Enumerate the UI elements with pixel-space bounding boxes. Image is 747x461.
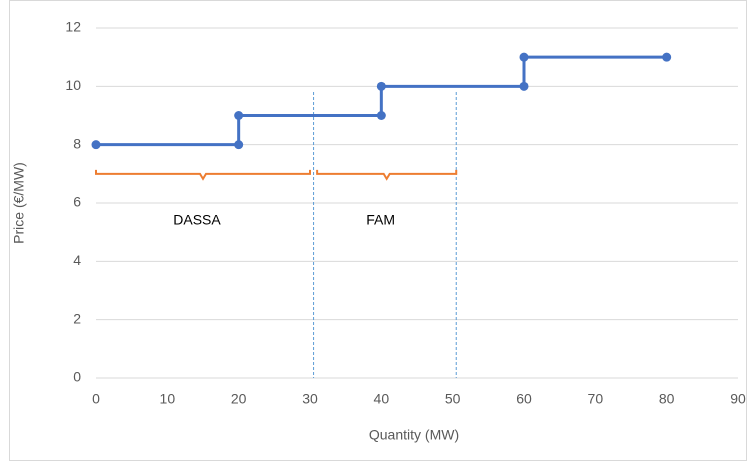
y-tick-label: 4 bbox=[73, 252, 81, 268]
y-tick-label: 2 bbox=[73, 310, 81, 326]
point bbox=[662, 52, 672, 62]
x-tick-label: 50 bbox=[445, 391, 461, 407]
brace bbox=[95, 169, 311, 181]
point bbox=[376, 81, 386, 91]
x-tick-label: 20 bbox=[231, 391, 247, 407]
point bbox=[234, 111, 244, 120]
y-tick-label: 6 bbox=[73, 194, 81, 210]
brace-label: DASSA bbox=[173, 212, 221, 228]
x-tick-label: 80 bbox=[659, 391, 675, 407]
y-tick-label: 0 bbox=[73, 369, 81, 385]
x-tick-label: 30 bbox=[302, 391, 318, 407]
brace-label: FAM bbox=[366, 212, 395, 228]
chart-border bbox=[9, 0, 747, 461]
brace bbox=[316, 169, 458, 181]
point bbox=[376, 111, 386, 120]
point bbox=[519, 81, 529, 91]
x-tick-label: 0 bbox=[92, 391, 100, 407]
y-tick-label: 8 bbox=[73, 135, 81, 151]
y-tick-label: 12 bbox=[65, 19, 81, 35]
x-tick-label: 10 bbox=[160, 391, 176, 407]
point bbox=[234, 140, 244, 150]
x-tick-label: 40 bbox=[374, 391, 390, 407]
x-axis-label: Quantity (MW) bbox=[369, 427, 459, 443]
x-tick-label: 90 bbox=[730, 391, 746, 407]
y-axis-label: Price (€/MW) bbox=[11, 162, 27, 244]
x-tick-label: 60 bbox=[516, 391, 532, 407]
point bbox=[91, 140, 101, 150]
y-tick-label: 10 bbox=[65, 77, 81, 93]
x-tick-label: 70 bbox=[588, 391, 604, 407]
point bbox=[519, 52, 529, 62]
line bbox=[96, 55, 667, 147]
